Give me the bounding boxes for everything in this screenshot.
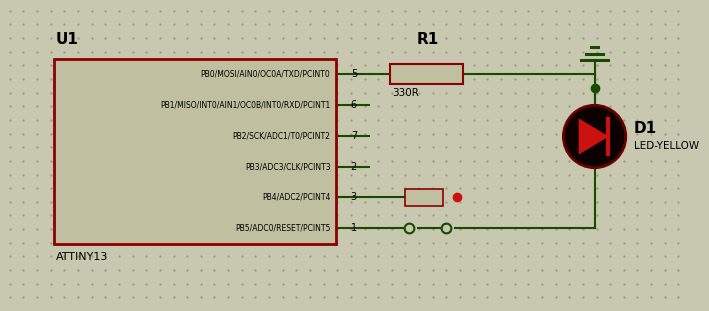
Text: 3: 3 — [351, 193, 357, 202]
Text: PB3/ADC3/CLK/PCINT3: PB3/ADC3/CLK/PCINT3 — [245, 162, 330, 171]
Bar — [390, 64, 463, 84]
Text: U1: U1 — [55, 32, 79, 47]
Text: 1: 1 — [351, 223, 357, 233]
Text: PB4/ADC2/PCINT4: PB4/ADC2/PCINT4 — [262, 193, 330, 202]
Text: R1: R1 — [417, 32, 439, 47]
Text: D1: D1 — [634, 121, 657, 136]
Text: PB1/MISO/INT0/AIN1/OC0B/INT0/RXD/PCINT1: PB1/MISO/INT0/AIN1/OC0B/INT0/RXD/PCINT1 — [160, 100, 330, 109]
Polygon shape — [579, 119, 608, 154]
Text: LED-YELLOW: LED-YELLOW — [634, 141, 698, 151]
Text: 330R: 330R — [392, 88, 419, 98]
Text: 5: 5 — [351, 69, 357, 79]
Circle shape — [564, 105, 626, 168]
Text: 2: 2 — [351, 161, 357, 172]
Text: PB0/MOSI/AIN0/OC0A/TXD/PCINT0: PB0/MOSI/AIN0/OC0A/TXD/PCINT0 — [201, 69, 330, 78]
Bar — [54, 58, 336, 244]
Text: PB2/SCK/ADC1/T0/PCINT2: PB2/SCK/ADC1/T0/PCINT2 — [233, 131, 330, 140]
Text: ATTINY13: ATTINY13 — [55, 252, 108, 262]
Text: 6: 6 — [351, 100, 357, 110]
Text: 7: 7 — [351, 131, 357, 141]
Text: PB5/ADC0/RESET/PCINT5: PB5/ADC0/RESET/PCINT5 — [235, 224, 330, 233]
Bar — [405, 189, 444, 206]
